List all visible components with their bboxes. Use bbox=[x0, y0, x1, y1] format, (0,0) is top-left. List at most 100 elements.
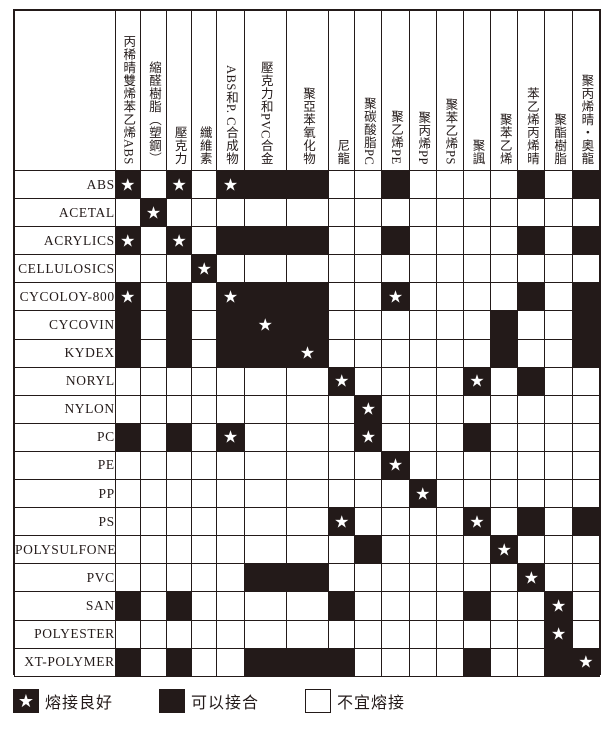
column-header-ps: 聚苯乙烯PS bbox=[435, 10, 464, 171]
table-row: KYDEX bbox=[14, 338, 601, 368]
matrix-cell-pp-ppo bbox=[285, 479, 330, 509]
matrix-cell-abs-pc bbox=[354, 169, 383, 200]
matrix-cell-cycovin-acrylic-pvc bbox=[243, 310, 287, 340]
matrix-cell-pvc-styrene bbox=[490, 563, 519, 593]
matrix-cell-xt-polymer-san bbox=[517, 647, 546, 677]
matrix-cell-abs-ppo bbox=[285, 169, 330, 200]
matrix-cell-xt-polymer-ppo bbox=[285, 647, 330, 677]
matrix-cell-pc-styrene bbox=[490, 422, 519, 452]
column-header-pp: 聚丙烯PP bbox=[408, 10, 437, 171]
matrix-cell-pp-psu bbox=[462, 479, 492, 509]
matrix-cell-cycoloy-800-xt bbox=[571, 282, 601, 312]
matrix-cell-noryl-pe bbox=[381, 366, 410, 396]
table-row: PS bbox=[14, 507, 601, 537]
matrix-cell-xt-polymer-pp bbox=[408, 647, 437, 677]
matrix-cell-abs-cellulose bbox=[191, 169, 218, 200]
column-header-polyester: 聚酯樹脂 bbox=[544, 10, 573, 171]
matrix-cell-cycovin-abs bbox=[114, 310, 141, 340]
matrix-cell-acrylics-xt bbox=[571, 226, 601, 256]
matrix-cell-acetal-abs bbox=[114, 198, 141, 228]
matrix-cell-kydex-abs bbox=[114, 338, 141, 368]
legend-label: 不宜熔接 bbox=[337, 695, 406, 712]
table-row: CYCOVIN bbox=[14, 310, 601, 340]
matrix-cell-noryl-ppo bbox=[285, 366, 330, 396]
matrix-cell-cycoloy-800-psu bbox=[462, 282, 492, 312]
matrix-cell-polysulfone-abs-pc bbox=[216, 535, 245, 565]
matrix-cell-acrylics-polyester bbox=[544, 226, 573, 256]
matrix-cell-nylon-pe bbox=[381, 394, 410, 424]
matrix-cell-nylon-san bbox=[517, 394, 546, 424]
matrix-cell-acetal-ps bbox=[435, 198, 464, 228]
matrix-cell-kydex-acrylic-pvc bbox=[243, 338, 287, 368]
row-header-xt-polymer: XT-POLYMER bbox=[14, 647, 116, 677]
column-header-label: 聚酯樹脂 bbox=[552, 113, 567, 165]
matrix-cell-cycovin-ppo bbox=[285, 310, 330, 340]
matrix-cell-polysulfone-polyester bbox=[544, 535, 573, 565]
matrix-cell-pp-ps bbox=[435, 479, 464, 509]
matrix-cell-cycovin-acetal bbox=[139, 310, 168, 340]
matrix-cell-kydex-acrylic bbox=[166, 338, 193, 368]
matrix-cell-pe-ps bbox=[435, 450, 464, 481]
matrix-cell-cycoloy-800-ppo bbox=[285, 282, 330, 312]
matrix-cell-xt-polymer-abs bbox=[114, 647, 141, 677]
matrix-cell-noryl-nylon bbox=[328, 366, 356, 396]
matrix-cell-pe-pe bbox=[381, 450, 410, 481]
matrix-cell-kydex-xt bbox=[571, 338, 601, 368]
matrix-cell-cycoloy-800-polyester bbox=[544, 282, 573, 312]
matrix-cell-cycoloy-800-pp bbox=[408, 282, 437, 312]
column-header-label: ABS和P. C合成物 bbox=[223, 65, 238, 165]
matrix-cell-noryl-xt bbox=[571, 366, 601, 396]
matrix-cell-pc-nylon bbox=[328, 422, 356, 452]
matrix-cell-pe-acrylic bbox=[166, 450, 193, 481]
matrix-cell-ps-pe bbox=[381, 507, 410, 537]
matrix-cell-ps-acrylic bbox=[166, 507, 193, 537]
matrix-cell-abs-acrylic-pvc bbox=[243, 169, 287, 200]
row-header-cellulosics: CELLULOSICS bbox=[14, 254, 116, 284]
matrix-cell-cellulosics-abs-pc bbox=[216, 254, 245, 284]
matrix-cell-abs-acetal bbox=[139, 169, 168, 200]
matrix-cell-acrylics-ps bbox=[435, 226, 464, 256]
column-header-label: 聚丙烯晴・奧龍 bbox=[579, 74, 594, 165]
column-header-nylon: 尼龍 bbox=[328, 10, 356, 171]
matrix-cell-acetal-acetal bbox=[139, 198, 168, 228]
column-header-label: 壓克力和PVC合金 bbox=[258, 61, 273, 165]
matrix-cell-polysulfone-san bbox=[517, 535, 546, 565]
matrix-cell-pe-cellulose bbox=[191, 450, 218, 481]
matrix-cell-nylon-ppo bbox=[285, 394, 330, 424]
matrix-cell-polysulfone-pc bbox=[354, 535, 383, 565]
matrix-cell-xt-polymer-psu bbox=[462, 647, 492, 677]
matrix-cell-pvc-san bbox=[517, 563, 546, 593]
matrix-cell-polyester-cellulose bbox=[191, 619, 218, 649]
matrix-cell-san-polyester bbox=[544, 591, 573, 621]
matrix-cell-nylon-pp bbox=[408, 394, 437, 424]
matrix-cell-pvc-acrylic-pvc bbox=[243, 563, 287, 593]
matrix-cell-cycovin-ps bbox=[435, 310, 464, 340]
matrix-cell-polysulfone-ps bbox=[435, 535, 464, 565]
matrix-cell-cellulosics-nylon bbox=[328, 254, 356, 284]
matrix-cell-acetal-acrylic-pvc bbox=[243, 198, 287, 228]
matrix-cell-kydex-cellulose bbox=[191, 338, 218, 368]
matrix-cell-pvc-psu bbox=[462, 563, 492, 593]
matrix-cell-polysulfone-pe bbox=[381, 535, 410, 565]
matrix-cell-pvc-polyester bbox=[544, 563, 573, 593]
matrix-cell-pe-abs bbox=[114, 450, 141, 481]
matrix-cell-pvc-acrylic bbox=[166, 563, 193, 593]
matrix-cell-pc-pp bbox=[408, 422, 437, 452]
matrix-cell-pc-san bbox=[517, 422, 546, 452]
matrix-cell-xt-polymer-xt bbox=[571, 647, 601, 677]
matrix-cell-cycoloy-800-pe bbox=[381, 282, 410, 312]
matrix-cell-cycovin-nylon bbox=[328, 310, 356, 340]
matrix-cell-cellulosics-cellulose bbox=[191, 254, 218, 284]
column-header-label: 聚乙烯PE bbox=[389, 110, 404, 165]
matrix-cell-ps-ppo bbox=[285, 507, 330, 537]
matrix-cell-cycoloy-800-acrylic bbox=[166, 282, 193, 312]
legend-item-black: 可以接合 bbox=[159, 689, 259, 713]
matrix-cell-cellulosics-ps bbox=[435, 254, 464, 284]
matrix-cell-xt-polymer-acetal bbox=[139, 647, 168, 677]
matrix-cell-pp-acrylic-pvc bbox=[243, 479, 287, 509]
matrix-cell-noryl-ps bbox=[435, 366, 464, 396]
matrix-cell-pe-acetal bbox=[139, 450, 168, 481]
matrix-cell-pp-styrene bbox=[490, 479, 519, 509]
matrix-cell-cycoloy-800-abs-pc bbox=[216, 282, 245, 312]
matrix-cell-cellulosics-styrene bbox=[490, 254, 519, 284]
